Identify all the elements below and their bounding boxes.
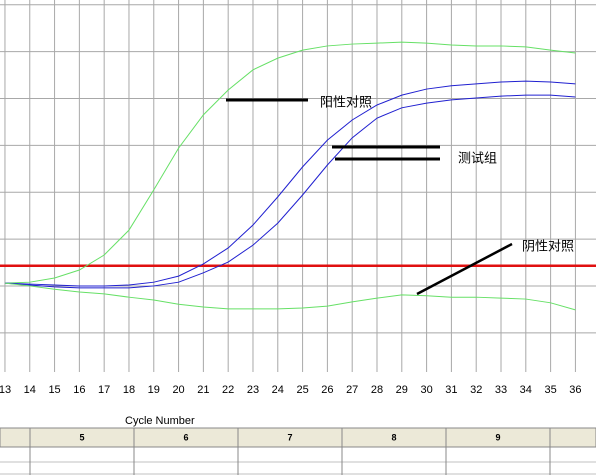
x-tick-label: 17 — [98, 384, 110, 396]
x-tick-label: 29 — [396, 384, 408, 396]
x-tick-label: 13 — [0, 384, 11, 396]
series-line — [4, 94, 576, 289]
x-tick-label: 30 — [420, 384, 432, 396]
x-tick-label: 25 — [296, 384, 308, 396]
x-tick-label: 21 — [197, 384, 209, 396]
annotation: 阴性对照 — [522, 238, 574, 253]
x-tick-label: 32 — [470, 384, 482, 396]
annotation: 阳性对照 — [320, 94, 372, 109]
x-tick-label: 34 — [520, 384, 532, 396]
series-line — [4, 41, 576, 284]
column-header: 8 — [391, 432, 396, 442]
x-tick-label: 14 — [24, 384, 36, 396]
x-tick-label: 24 — [272, 384, 284, 396]
x-tick-label: 31 — [445, 384, 457, 396]
x-tick-label: 26 — [321, 384, 333, 396]
pointer — [416, 242, 513, 296]
plot-area — [0, 0, 596, 372]
table-header — [0, 427, 596, 448]
x-tick-label: 23 — [247, 384, 259, 396]
x-tick-label: 35 — [544, 384, 556, 396]
x-tick-label: 33 — [495, 384, 507, 396]
annotation: 测试组 — [458, 150, 497, 165]
column-header: 6 — [183, 432, 188, 442]
x-tick-label: 27 — [346, 384, 358, 396]
table — [0, 427, 596, 475]
series-line — [4, 282, 576, 311]
x-tick-label: 19 — [148, 384, 160, 396]
column-header: 9 — [495, 432, 500, 442]
x-tick-label: 15 — [48, 384, 60, 396]
x-tick-label: 36 — [569, 384, 581, 396]
series-line — [4, 80, 576, 287]
x-tick-label: 28 — [371, 384, 383, 396]
x-tick-label: 16 — [73, 384, 85, 396]
annotation-pointers — [226, 98, 513, 296]
x-axis-label: Cycle Number — [125, 415, 195, 427]
column-header: 7 — [287, 432, 292, 442]
x-tick-label: 20 — [172, 384, 184, 396]
x-tick-label: 18 — [123, 384, 135, 396]
x-tick-label: 22 — [222, 384, 234, 396]
column-header: 5 — [79, 432, 84, 442]
